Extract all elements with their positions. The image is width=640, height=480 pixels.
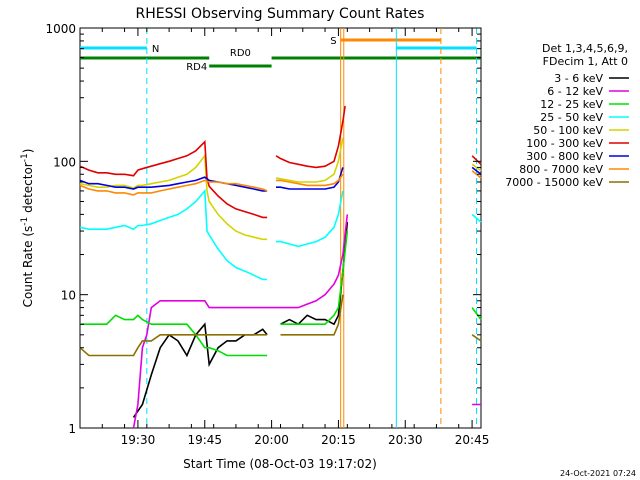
x-tick-label-2: 20:00 xyxy=(254,433,289,447)
axes: 19:30 19:45 20:00 20:15 20:30 20:45 1 10 100 1000 xyxy=(45,22,489,447)
legend-header-line-1: FDecim 1, Att 0 xyxy=(543,55,628,68)
y-axis-label-sup1: -1 xyxy=(20,217,30,226)
flag-label-rd4: RD4 xyxy=(186,62,207,73)
legend-label-6: 100 - 300 keV xyxy=(526,137,603,150)
flag-label-s: S xyxy=(330,36,336,47)
y-axis-label-mid: detector xyxy=(21,162,35,217)
series-line-6 xyxy=(79,105,482,219)
x-tick-label-0: 19:30 xyxy=(121,433,156,447)
legend-label-3: 12 - 25 keV xyxy=(540,98,603,111)
y-tick-label-2: 100 xyxy=(53,155,76,169)
legend-label-5: 50 - 100 keV xyxy=(533,124,603,137)
x-tick-label-4: 20:30 xyxy=(388,433,423,447)
series-line-5 xyxy=(79,137,482,241)
series-lines xyxy=(79,105,482,429)
series-line-3 xyxy=(80,231,482,357)
legend-label-4: 25 - 50 keV xyxy=(540,111,603,124)
footer-timestamp: 24-Oct-2021 07:24 xyxy=(560,469,636,478)
legend-header-line-0: Det 1,3,4,5,6,9, xyxy=(542,42,628,55)
y-tick-label-0: 1 xyxy=(68,422,76,436)
x-tick-label-5: 20:45 xyxy=(455,433,490,447)
legend-label-7: 300 - 800 keV xyxy=(526,150,603,163)
series-line-7 xyxy=(79,166,482,192)
series-line-9 xyxy=(79,294,482,357)
legend: Det 1,3,4,5,6,9,FDecim 1, Att 0 3 - 6 keV… xyxy=(505,42,629,189)
y-axis-label-prefix: Count Rate (s xyxy=(21,226,35,308)
flag-label-rd0: RD0 xyxy=(230,48,251,59)
vertical-markers xyxy=(146,28,478,428)
series-line-4 xyxy=(79,188,482,281)
y-axis-label: Count Rate (s-1 detector-1) xyxy=(20,149,35,308)
y-axis-label-sup2: -1 xyxy=(20,153,30,162)
series-line-1 xyxy=(132,222,349,418)
series-line-8 xyxy=(79,170,482,196)
legend-label-9: 7000 - 15000 keV xyxy=(505,176,603,189)
flag-label-n: N xyxy=(152,44,159,55)
legend-label-8: 800 - 7000 keV xyxy=(519,163,603,176)
legend-label-2: 6 - 12 keV xyxy=(547,85,603,98)
chart-title: RHESSI Observing Summary Count Rates xyxy=(136,6,425,22)
y-axis-label-suffix: ) xyxy=(21,149,35,154)
flag-bars: N S RD0 RD4 xyxy=(80,36,481,73)
legend-label-1: 3 - 6 keV xyxy=(554,72,603,85)
x-tick-label-3: 20:15 xyxy=(321,433,356,447)
x-tick-label-1: 19:45 xyxy=(187,433,222,447)
y-tick-label-3: 1000 xyxy=(45,22,76,36)
y-tick-label-1: 10 xyxy=(61,289,76,303)
x-axis-label: Start Time (08-Oct-03 19:17:02) xyxy=(183,457,377,471)
series-line-2 xyxy=(132,214,481,429)
